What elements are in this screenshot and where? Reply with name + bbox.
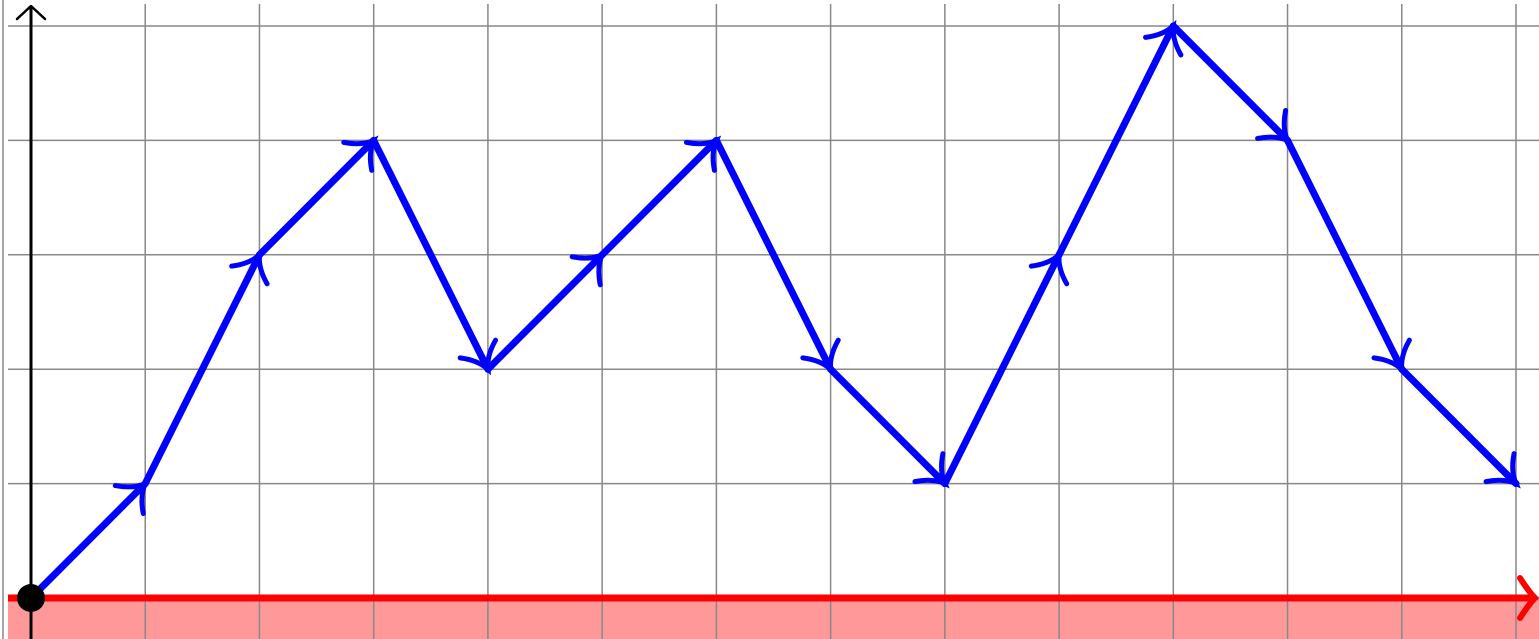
path-arrowhead	[1483, 451, 1521, 489]
y-axis-arrowhead	[15, 4, 47, 21]
path-segment	[141, 251, 263, 488]
path-segment	[1284, 136, 1406, 373]
path-segment	[598, 136, 720, 259]
path-segment	[712, 136, 835, 373]
path-segment	[1169, 22, 1292, 144]
path-segment	[1055, 22, 1177, 259]
path-segment	[370, 136, 492, 373]
start-point	[17, 584, 45, 612]
path-segment	[941, 251, 1063, 488]
baseline-arrowhead	[1517, 575, 1539, 621]
path-segment	[27, 480, 149, 602]
path-segment	[827, 365, 949, 488]
path-segment	[484, 251, 606, 373]
path-segment	[1398, 365, 1520, 488]
below-baseline-region	[8, 598, 1539, 639]
path-segment	[255, 136, 378, 259]
